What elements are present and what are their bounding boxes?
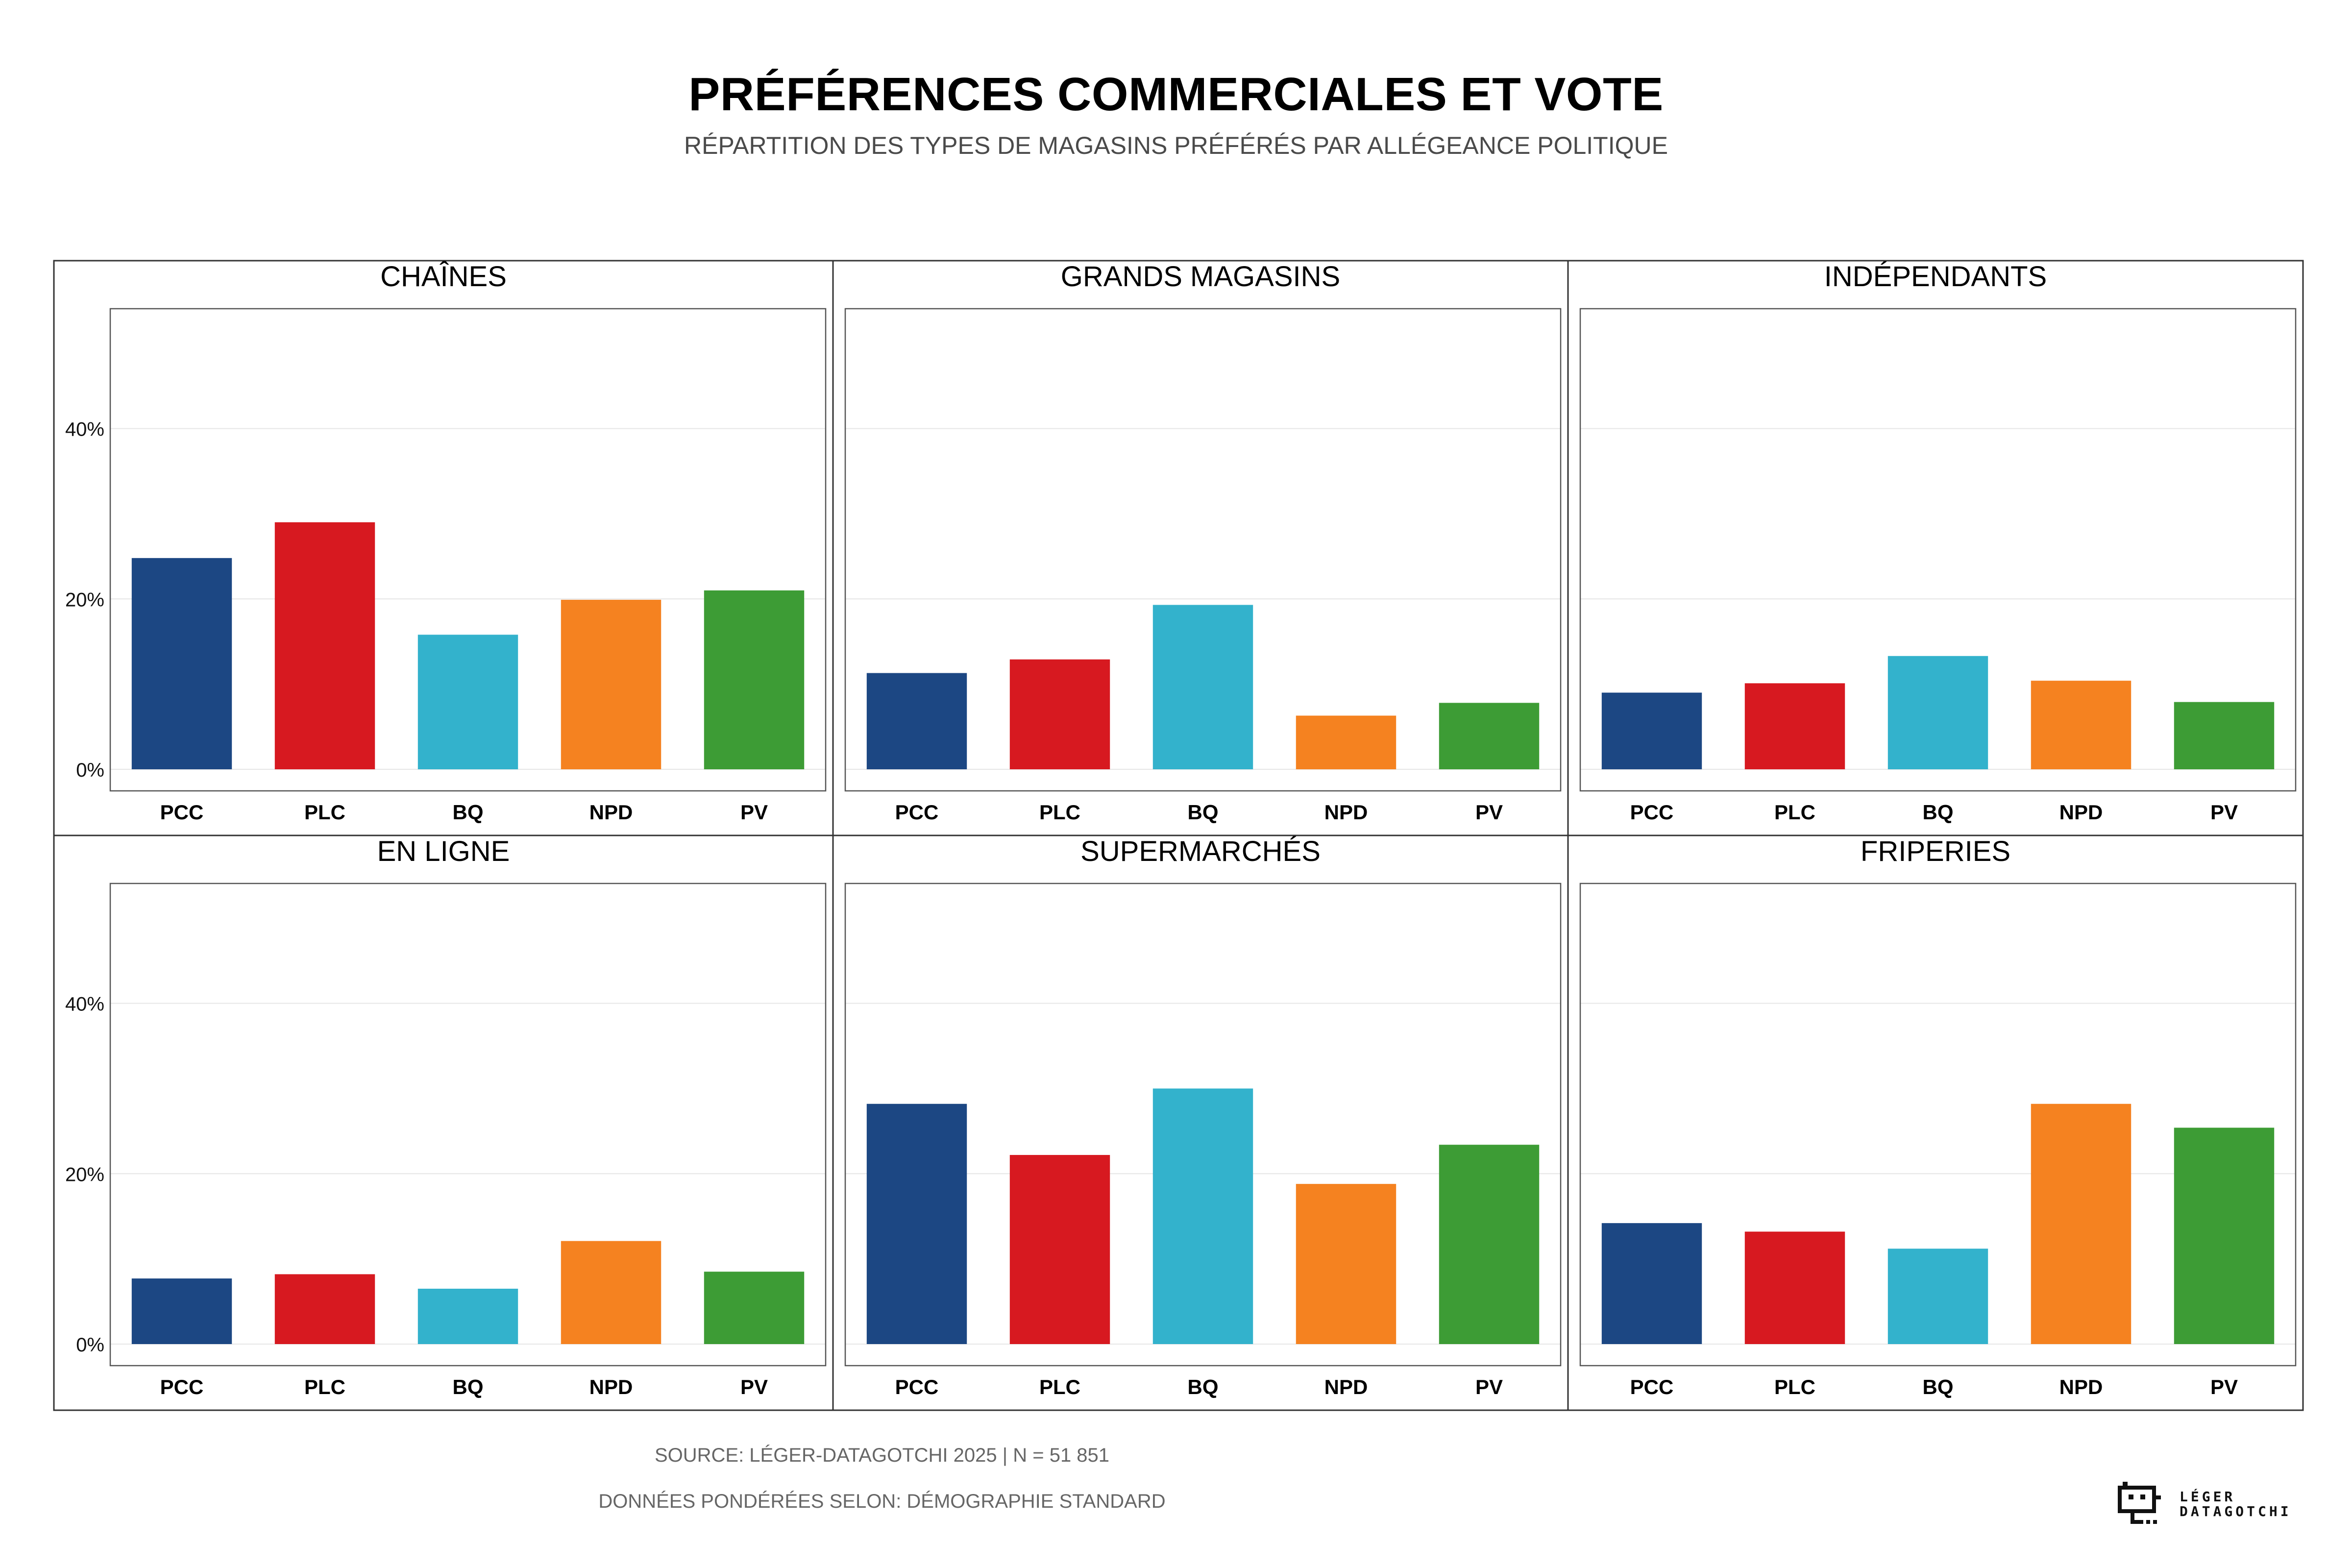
bar-pv	[1439, 1145, 1540, 1344]
bar-pv	[704, 1272, 805, 1344]
facet-title: GRANDS MAGASINS	[1061, 261, 1340, 293]
bar-bq	[1887, 1249, 1988, 1344]
x-tick-label: PCC	[1630, 801, 1674, 824]
facet-title: INDÉPENDANTS	[1824, 261, 2047, 293]
x-tick-label: PLC	[304, 801, 345, 824]
bar-pcc	[131, 558, 232, 769]
x-tick-label: NPD	[589, 1375, 633, 1398]
facet-title: CHAÎNES	[380, 261, 507, 293]
x-tick-label: PV	[2210, 801, 2238, 824]
x-tick-label: PLC	[1774, 801, 1815, 824]
x-tick-label: PV	[1475, 801, 1503, 824]
x-tick-label: NPD	[589, 801, 633, 824]
bar-bq	[1152, 605, 1253, 769]
bar-pcc	[131, 1278, 232, 1344]
chart-title: PRÉFÉRENCES COMMERCIALES ET VOTE	[688, 68, 1664, 121]
bar-npd	[2031, 1103, 2132, 1344]
bar-pcc	[1601, 1223, 1702, 1344]
bar-pv	[1439, 703, 1540, 769]
plot-panel	[844, 308, 1562, 792]
facet-chart: EN LIGNE 0% 20% 40% PCC PLC BQ NPD PV	[65, 835, 827, 1398]
facet-chart: INDÉPENDANTS PCC PLC BQ NPD PV	[1579, 261, 2297, 824]
x-tick-label: PCC	[160, 1375, 204, 1398]
x-tick-label: PV	[740, 1375, 768, 1398]
y-tick-label: 20%	[65, 1164, 104, 1185]
bar-plc	[274, 1274, 375, 1344]
x-tick-label: PLC	[1774, 1375, 1815, 1398]
bar-bq	[1152, 1088, 1253, 1344]
footer-weights: DONNÉES PONDÉRÉES SELON: DÉMOGRAPHIE STA…	[598, 1491, 1166, 1512]
x-tick-label: PLC	[1039, 801, 1080, 824]
footer-source: SOURCE: LÉGER-DATAGOTCHI 2025 | N = 51 8…	[654, 1445, 1110, 1466]
bar-pv	[704, 590, 805, 769]
x-tick-label: NPD	[2059, 801, 2103, 824]
bar-npd	[1296, 1184, 1396, 1344]
bar-plc	[1744, 1231, 1845, 1344]
bar-bq	[1887, 656, 1988, 769]
bar-npd	[561, 600, 662, 769]
x-tick-label: NPD	[1324, 801, 1368, 824]
bar-plc	[1009, 659, 1110, 769]
x-tick-label: PCC	[160, 801, 204, 824]
facet-title: FRIPERIES	[1861, 835, 2010, 867]
y-tick-label: 40%	[65, 419, 104, 441]
bar-pv	[2174, 1127, 2275, 1344]
chart-subtitle: RÉPARTITION DES TYPES DE MAGASINS PRÉFÉR…	[684, 132, 1668, 159]
x-tick-label: NPD	[2059, 1375, 2103, 1398]
x-tick-label: PCC	[1630, 1375, 1674, 1398]
facet-chart: CHAÎNES 0% 20% 40% PCC PLC BQ NPD PV	[65, 261, 827, 824]
plot-panel	[844, 882, 1562, 1367]
x-tick-label: PV	[1475, 1375, 1503, 1398]
bar-pcc	[866, 1103, 967, 1344]
logo-line-1: LÉGER	[2180, 1489, 2236, 1505]
y-tick-label: 40%	[65, 994, 104, 1015]
logo-line-2: DATAGOTCHI	[2180, 1503, 2292, 1519]
x-tick-label: BQ	[1188, 801, 1219, 824]
x-tick-label: BQ	[1923, 801, 1954, 824]
facet-chart: SUPERMARCHÉS PCC PLC BQ NPD PV	[844, 835, 1562, 1398]
x-tick-label: BQ	[1923, 1375, 1954, 1398]
logo-text: LÉGER DATAGOTCHI	[2180, 1490, 2292, 1519]
y-tick-label: 0%	[76, 1334, 104, 1356]
datagotchi-robot-icon	[2118, 1482, 2161, 1524]
plot-panel	[1579, 882, 2297, 1367]
bar-pcc	[866, 673, 967, 769]
bar-bq	[417, 635, 518, 769]
bar-npd	[1296, 715, 1396, 769]
bar-npd	[2031, 681, 2132, 769]
x-tick-label: BQ	[453, 1375, 484, 1398]
facet-chart: FRIPERIES PCC PLC BQ NPD PV	[1579, 835, 2297, 1398]
bar-npd	[561, 1241, 662, 1344]
x-tick-label: PCC	[895, 1375, 939, 1398]
facet-title: SUPERMARCHÉS	[1080, 835, 1321, 867]
bar-plc	[274, 522, 375, 769]
bar-bq	[417, 1289, 518, 1344]
plot-panel	[109, 308, 827, 792]
facet-chart: GRANDS MAGASINS PCC PLC BQ NPD PV	[844, 261, 1562, 824]
x-tick-label: PV	[2210, 1375, 2238, 1398]
facet-frame	[1567, 834, 2304, 1411]
bar-plc	[1744, 683, 1845, 769]
datagotchi-logo: LÉGER DATAGOTCHI	[2116, 1479, 2322, 1528]
plot-panel	[1579, 308, 2297, 792]
y-tick-label: 0%	[76, 760, 104, 781]
bar-pcc	[1601, 692, 1702, 769]
bar-pv	[2174, 702, 2275, 769]
plot-panel	[109, 882, 827, 1367]
x-tick-label: BQ	[1188, 1375, 1219, 1398]
x-tick-label: PCC	[895, 801, 939, 824]
facet-title: EN LIGNE	[377, 835, 510, 867]
x-tick-label: PLC	[304, 1375, 345, 1398]
x-tick-label: PLC	[1039, 1375, 1080, 1398]
y-tick-label: 20%	[65, 589, 104, 611]
x-tick-label: NPD	[1324, 1375, 1368, 1398]
x-tick-label: BQ	[453, 801, 484, 824]
x-tick-label: PV	[740, 801, 768, 824]
bar-plc	[1009, 1155, 1110, 1344]
